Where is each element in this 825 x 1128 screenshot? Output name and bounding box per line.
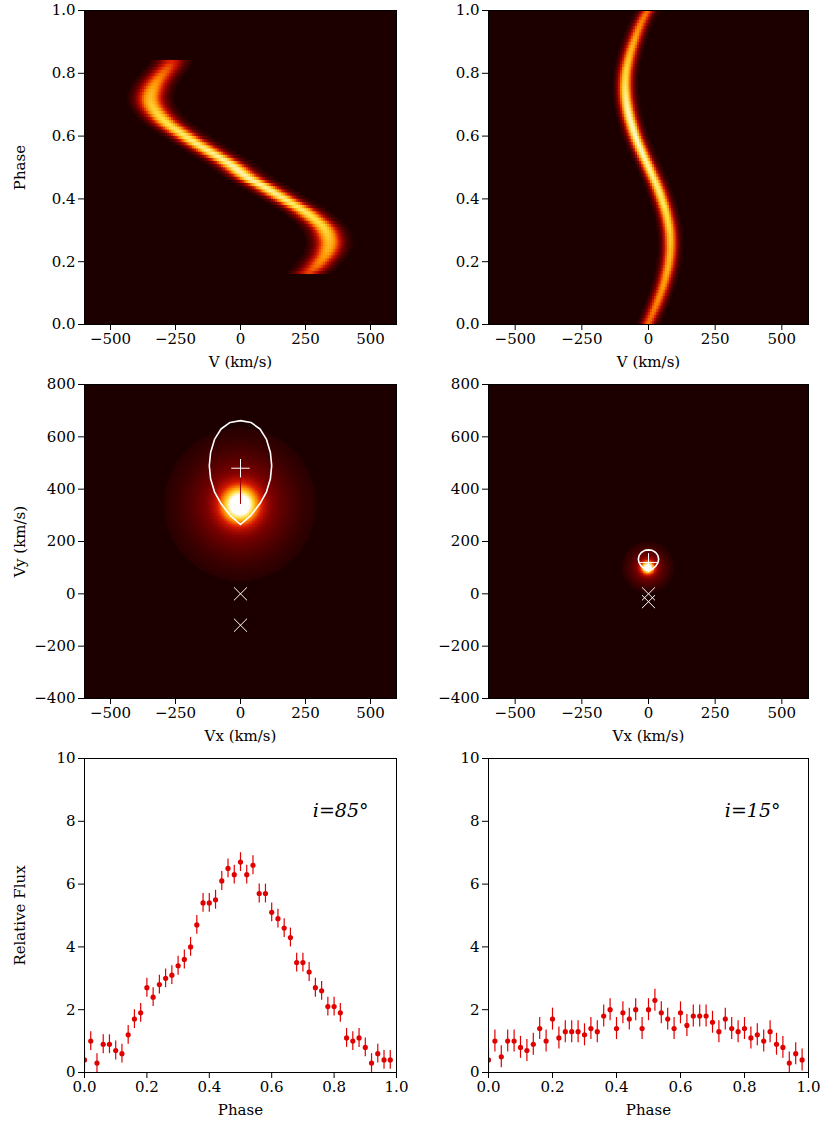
svg-text:−250: −250 xyxy=(561,704,602,722)
svg-text:0.8: 0.8 xyxy=(322,1078,346,1096)
svg-text:Vx (km/s): Vx (km/s) xyxy=(204,727,277,745)
svg-text:8: 8 xyxy=(66,812,76,830)
svg-text:2: 2 xyxy=(470,1001,480,1019)
svg-text:−400: −400 xyxy=(438,689,479,707)
svg-text:6: 6 xyxy=(66,875,76,893)
svg-text:0: 0 xyxy=(236,704,246,722)
svg-text:600: 600 xyxy=(47,428,76,446)
svg-text:200: 200 xyxy=(47,532,76,550)
svg-text:0.6: 0.6 xyxy=(52,127,76,145)
svg-text:500: 500 xyxy=(768,704,797,722)
svg-text:−500: −500 xyxy=(495,330,536,348)
svg-text:1.0: 1.0 xyxy=(456,1,480,19)
svg-text:Vx (km/s): Vx (km/s) xyxy=(612,727,685,745)
svg-text:Phase: Phase xyxy=(218,1101,263,1119)
svg-text:0: 0 xyxy=(66,585,76,603)
svg-text:800: 800 xyxy=(47,375,76,393)
svg-text:0: 0 xyxy=(236,330,246,348)
svg-text:−500: −500 xyxy=(90,330,131,348)
svg-text:Vy (km/s): Vy (km/s) xyxy=(11,506,29,578)
svg-text:−400: −400 xyxy=(34,689,75,707)
svg-text:0.6: 0.6 xyxy=(456,127,480,145)
svg-text:0.0: 0.0 xyxy=(477,1078,501,1096)
svg-text:1.0: 1.0 xyxy=(385,1078,409,1096)
svg-text:500: 500 xyxy=(356,330,385,348)
svg-text:0.2: 0.2 xyxy=(541,1078,565,1096)
svg-text:−200: −200 xyxy=(34,637,75,655)
svg-text:0: 0 xyxy=(644,704,654,722)
svg-text:0: 0 xyxy=(470,1063,480,1082)
svg-text:400: 400 xyxy=(451,480,480,498)
svg-text:400: 400 xyxy=(47,480,76,498)
svg-text:0.8: 0.8 xyxy=(52,64,76,82)
svg-text:0.2: 0.2 xyxy=(456,253,480,271)
svg-text:−250: −250 xyxy=(155,330,196,348)
svg-text:2: 2 xyxy=(66,1001,76,1019)
svg-text:4: 4 xyxy=(470,938,480,956)
svg-text:−250: −250 xyxy=(561,330,602,348)
svg-text:−200: −200 xyxy=(438,637,479,655)
svg-text:1.0: 1.0 xyxy=(797,1078,821,1096)
svg-text:1.0: 1.0 xyxy=(52,1,76,19)
svg-text:0.4: 0.4 xyxy=(605,1078,629,1096)
svg-text:0.8: 0.8 xyxy=(456,64,480,82)
svg-text:0.2: 0.2 xyxy=(135,1078,159,1096)
svg-text:0.4: 0.4 xyxy=(197,1078,221,1096)
svg-text:0.8: 0.8 xyxy=(733,1078,757,1096)
svg-text:0.0: 0.0 xyxy=(52,315,76,333)
svg-text:−250: −250 xyxy=(155,704,196,722)
svg-text:i=85°: i=85° xyxy=(313,799,369,821)
svg-text:4: 4 xyxy=(66,938,76,956)
svg-text:10: 10 xyxy=(56,749,75,767)
svg-text:0.2: 0.2 xyxy=(52,253,76,271)
svg-text:250: 250 xyxy=(701,330,730,348)
svg-text:−500: −500 xyxy=(90,704,131,722)
svg-text:V (km/s): V (km/s) xyxy=(616,353,680,371)
svg-text:600: 600 xyxy=(451,428,480,446)
svg-text:0.4: 0.4 xyxy=(52,190,76,208)
svg-text:i=15°: i=15° xyxy=(725,799,781,821)
svg-text:0: 0 xyxy=(644,330,654,348)
svg-text:800: 800 xyxy=(451,375,480,393)
svg-text:0: 0 xyxy=(66,1063,76,1082)
svg-text:Relative Flux: Relative Flux xyxy=(11,865,29,966)
svg-text:10: 10 xyxy=(460,749,479,767)
svg-text:250: 250 xyxy=(291,704,320,722)
svg-text:0.4: 0.4 xyxy=(456,190,480,208)
svg-text:V (km/s): V (km/s) xyxy=(208,353,272,371)
svg-text:6: 6 xyxy=(470,875,480,893)
svg-text:0: 0 xyxy=(470,585,480,603)
svg-text:250: 250 xyxy=(701,704,730,722)
svg-text:200: 200 xyxy=(451,532,480,550)
svg-text:500: 500 xyxy=(768,330,797,348)
svg-text:0.0: 0.0 xyxy=(456,315,480,333)
svg-text:8: 8 xyxy=(470,812,480,830)
svg-text:0.0: 0.0 xyxy=(73,1078,97,1096)
svg-text:0.6: 0.6 xyxy=(260,1078,284,1096)
svg-text:250: 250 xyxy=(291,330,320,348)
svg-text:Phase: Phase xyxy=(11,145,29,190)
svg-text:0.6: 0.6 xyxy=(669,1078,693,1096)
svg-text:500: 500 xyxy=(356,704,385,722)
svg-text:Phase: Phase xyxy=(626,1101,671,1119)
svg-text:−500: −500 xyxy=(495,704,536,722)
